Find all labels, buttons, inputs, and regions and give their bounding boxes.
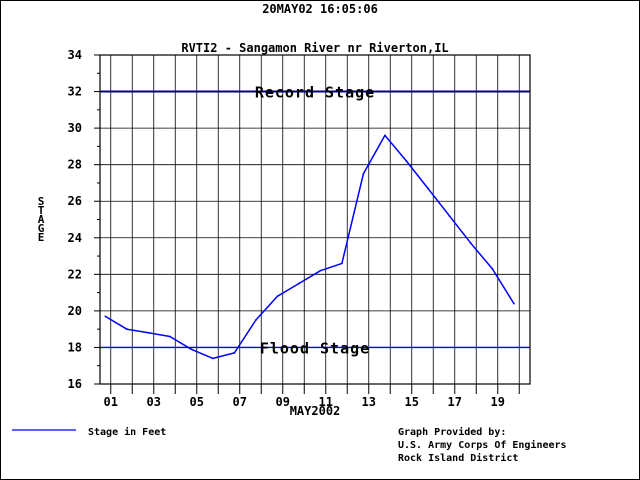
data-point (297, 282, 300, 285)
x-tick-label: 19 (491, 395, 505, 409)
data-point (211, 357, 214, 360)
data-point (383, 134, 386, 137)
credit-line-1: Graph Provided by: (398, 426, 506, 438)
plot-border (99, 54, 531, 385)
legend-label: Stage in Feet (88, 426, 166, 438)
x-tick-label: 15 (405, 395, 419, 409)
y-tick-label: 20 (68, 304, 82, 318)
credit-line-3: Rock Island District (398, 452, 518, 464)
y-tick-label: 16 (68, 377, 82, 391)
data-point (233, 352, 236, 354)
x-tick-label: 03 (147, 395, 161, 409)
series-layer (104, 134, 515, 360)
data-point (125, 328, 128, 331)
y-tick-label: 34 (68, 48, 82, 62)
x-tick-label: 13 (362, 395, 376, 409)
y-tick-label: 24 (68, 231, 82, 245)
data-point (469, 242, 472, 245)
data-point (104, 315, 107, 318)
axes: 16 18 20 22 24 26 28 30 32 34 01 03 05 07 09 11 13 15 17 19 (68, 48, 531, 409)
data-point (254, 319, 257, 321)
data-point (405, 160, 408, 162)
y-tick-label: 32 (68, 85, 82, 99)
data-point (168, 335, 171, 338)
data-point (512, 302, 515, 305)
data-point (147, 331, 150, 334)
x-tick-label: 07 (233, 395, 247, 409)
y-tick-label: 22 (68, 267, 82, 281)
x-axis-label: MAY2002 (290, 404, 341, 418)
chart-title: RVTI2 - Sangamon River nr Riverton,IL (181, 41, 448, 55)
y-axis-label-letter: S (38, 195, 45, 208)
data-point (190, 348, 193, 351)
y-axis-label-letter: E (38, 231, 45, 244)
data-point (276, 295, 279, 298)
x-tick-label: 17 (448, 395, 462, 409)
data-point (426, 187, 429, 190)
series-line (105, 134, 515, 360)
data-point (340, 262, 343, 265)
data-point (319, 269, 322, 272)
y-tick-label: 26 (68, 194, 82, 208)
y-axis-label-letter: T (38, 204, 45, 217)
credit-line-2: U.S. Army Corps Of Engineers (398, 439, 567, 451)
data-point (448, 214, 451, 217)
grid (100, 54, 530, 385)
x-tick-label: 11 (319, 395, 333, 409)
x-tick-label: 01 (104, 395, 118, 409)
y-tick-label: 18 (68, 340, 82, 354)
x-tick-label: 09 (276, 395, 290, 409)
x-tick-label: 05 (190, 395, 204, 409)
y-tick-label: 28 (68, 158, 82, 172)
data-point (362, 172, 365, 175)
y-axis-label-letter: A (38, 213, 45, 226)
reference-line-label: Record Stage (255, 84, 375, 102)
reference-line-label: Flood Stage (260, 339, 370, 357)
y-tick-label: 30 (68, 121, 82, 135)
reference-lines: Record Stage Flood Stage (100, 84, 530, 357)
data-point (491, 267, 494, 270)
timestamp: 20MAY02 16:05:06 (262, 2, 378, 16)
y-axis-label-letter: G (38, 222, 45, 235)
